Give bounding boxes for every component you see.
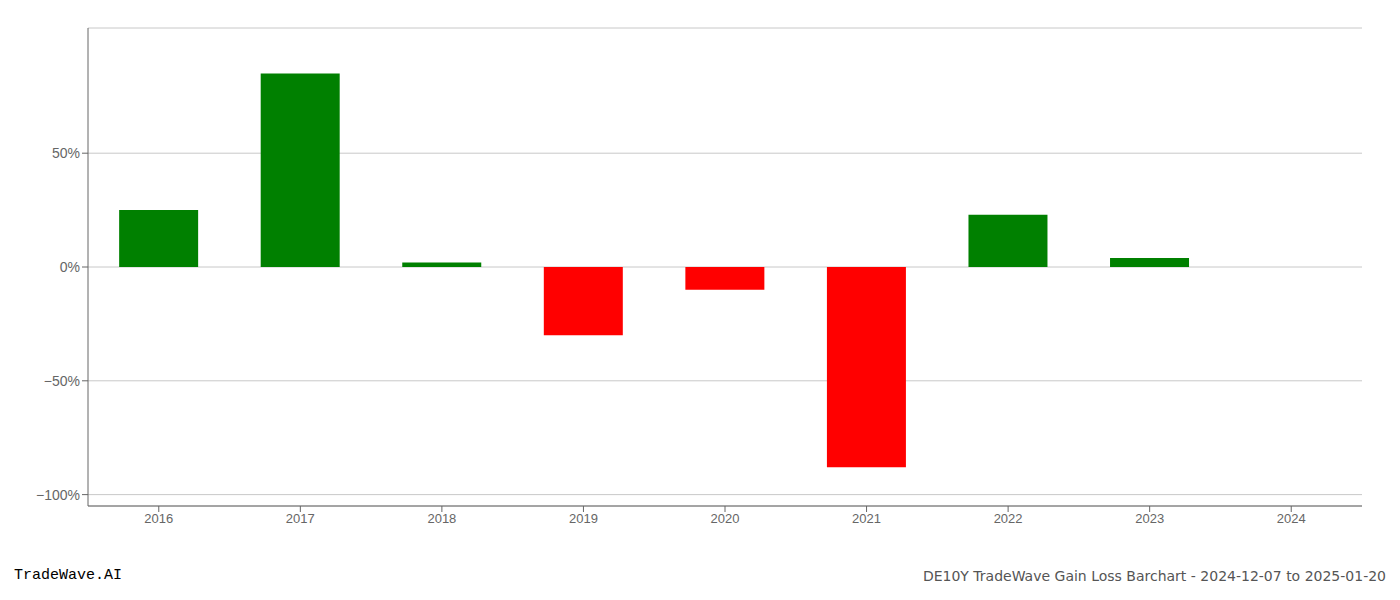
- svg-text:2016: 2016: [144, 511, 173, 526]
- svg-text:50%: 50%: [52, 145, 80, 161]
- svg-text:2018: 2018: [427, 511, 456, 526]
- html-text:TradeWave.AI: TradeWave.AI: [14, 567, 122, 584]
- svg-text:2024: 2024: [1277, 511, 1306, 526]
- html-text:DE10Y TradeWave Gain Loss Barc: DE10Y TradeWave Gain Loss Barchart - 202…: [922, 568, 1386, 584]
- svg-text:2020: 2020: [711, 511, 740, 526]
- svg-text:2022: 2022: [994, 511, 1023, 526]
- svg-text:0%: 0%: [60, 259, 80, 275]
- svg-text:−100%: −100%: [36, 487, 80, 503]
- svg-text:−50%: −50%: [44, 373, 80, 389]
- svg-text:2019: 2019: [569, 511, 598, 526]
- svg-text:2023: 2023: [1135, 511, 1164, 526]
- svg-text:2021: 2021: [852, 511, 881, 526]
- svg-text:2017: 2017: [286, 511, 315, 526]
